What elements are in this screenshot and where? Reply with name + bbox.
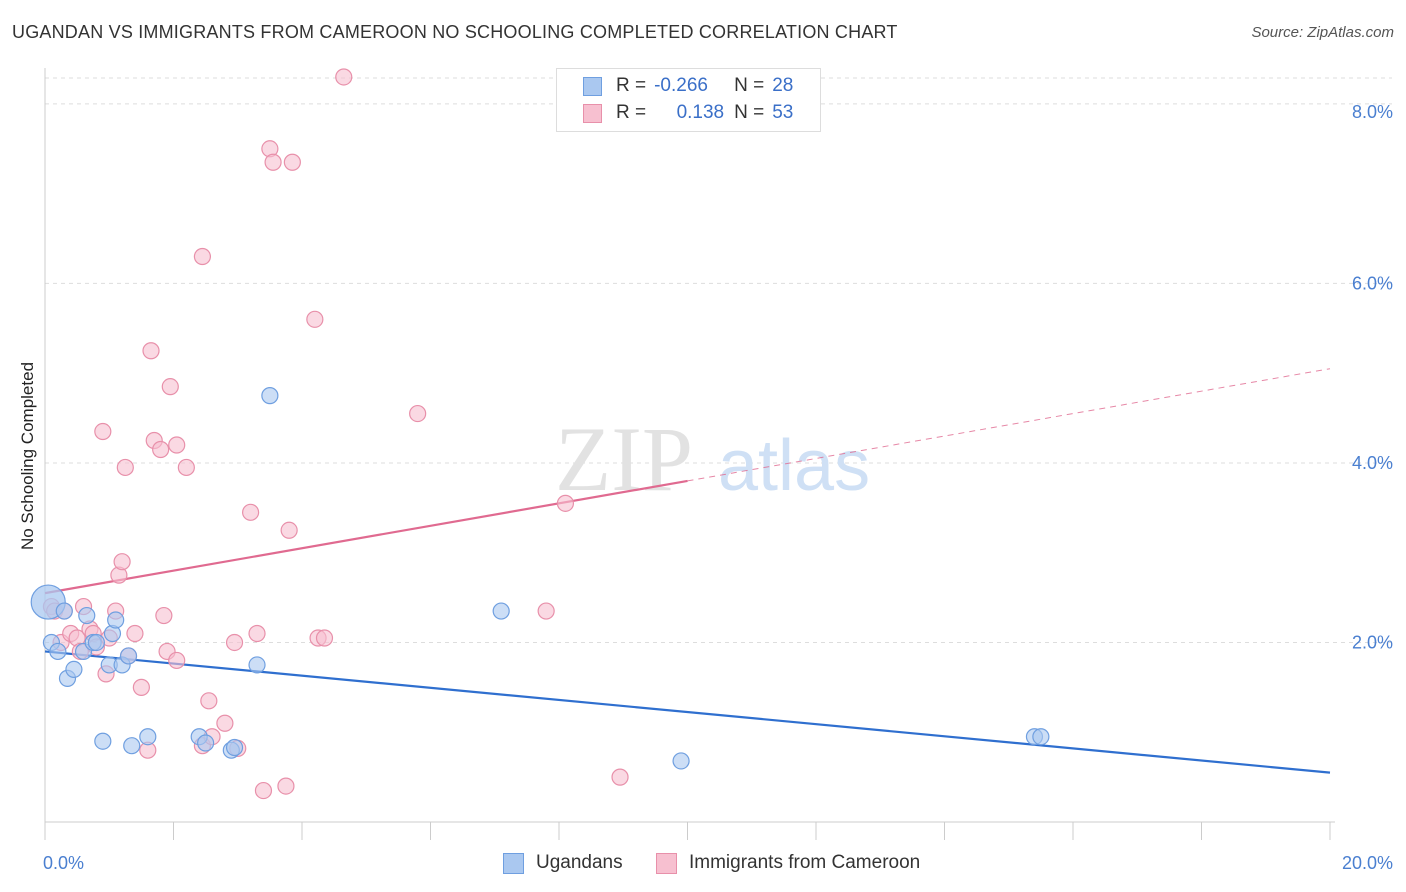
point-cameroon — [177, 458, 195, 477]
x-tick-label: 0.0% — [43, 853, 84, 873]
watermark-zip: ZIP — [555, 408, 693, 510]
point-cameroon — [225, 633, 244, 652]
point-cameroon — [611, 768, 629, 786]
bottom-legend-cameroon[interactable]: Immigrants from Cameroon — [656, 852, 920, 874]
legend-n-label: N = — [734, 75, 765, 96]
point-ugandans — [139, 728, 157, 746]
y-tick-label: 6.0% — [1352, 273, 1393, 293]
bottom-legend-label-ugandans: Ugandans — [536, 852, 623, 873]
correlation-legend: R = -0.266 N = 28 R = 0.138 N = 53 — [556, 68, 821, 132]
point-cameroon — [335, 68, 353, 86]
point-cameroon — [242, 503, 260, 521]
source-label: Source: ZipAtlas.com — [1251, 24, 1394, 41]
point-ugandans — [55, 602, 73, 620]
legend-r-value: -0.266 — [654, 75, 708, 96]
legend-row-cameroon: R = 0.138 N = 53 — [583, 100, 793, 126]
bottom-legend-swatch-ugandans — [503, 852, 524, 874]
point-cameroon — [132, 678, 150, 696]
point-cameroon — [537, 602, 555, 620]
point-ugandans — [87, 633, 106, 652]
point-cameroon — [409, 404, 427, 423]
point-ugandans — [225, 738, 244, 757]
point-cameroon — [216, 714, 234, 732]
point-ugandans — [1032, 728, 1050, 746]
bottom-legend-label-cameroon: Immigrants from Cameroon — [689, 852, 921, 873]
point-cameroon — [161, 378, 179, 396]
point-cameroon — [200, 692, 218, 710]
legend-n-value: 53 — [772, 102, 794, 123]
point-ugandans — [78, 606, 96, 625]
point-cameroon — [113, 553, 131, 571]
point-cameroon — [277, 777, 295, 795]
point-cameroon — [283, 153, 301, 171]
point-cameroon — [264, 153, 282, 171]
legend-swatch-cameroon — [583, 103, 602, 123]
point-cameroon — [126, 624, 144, 643]
y-tick-label: 2.0% — [1352, 632, 1393, 652]
legend-r-label: R = — [616, 102, 647, 123]
legend-r-label: R = — [616, 75, 647, 96]
point-cameroon — [168, 651, 186, 670]
legend-n-value: 28 — [772, 75, 794, 96]
points-layer — [30, 68, 1050, 800]
point-ugandans — [248, 656, 266, 674]
point-cameroon — [556, 494, 575, 512]
point-ugandans — [94, 732, 112, 750]
point-cameroon — [168, 436, 186, 454]
point-cameroon — [306, 310, 324, 328]
point-cameroon — [248, 624, 266, 643]
point-cameroon — [116, 458, 134, 477]
bottom-legend-ugandans[interactable]: Ugandans — [503, 852, 623, 874]
point-ugandans — [119, 647, 138, 665]
point-cameroon — [155, 606, 173, 625]
trend-line-cameroon — [44, 479, 688, 595]
point-cameroon — [280, 521, 298, 539]
legend-n-label: N = — [734, 102, 765, 123]
chart-title: UGANDAN VS IMMIGRANTS FROM CAMEROON NO S… — [12, 22, 898, 42]
watermark-atlas: atlas — [718, 426, 870, 506]
point-ugandans — [672, 752, 690, 770]
point-cameroon — [254, 781, 273, 800]
point-cameroon — [152, 440, 170, 459]
point-ugandans — [261, 387, 279, 405]
x-tick-label: 20.0% — [1342, 853, 1393, 873]
legend-row-ugandans: R = -0.266 N = 28 — [583, 73, 793, 99]
bottom-legend-swatch-cameroon — [656, 852, 677, 874]
axis-layer: 2.0% 4.0% 6.0% 8.0% 0.0% 20.0% — [43, 68, 1393, 873]
point-cameroon — [315, 629, 334, 647]
point-ugandans — [65, 660, 83, 679]
legend-swatch-ugandans — [583, 76, 602, 96]
point-ugandans — [197, 734, 215, 752]
y-tick-label: 8.0% — [1352, 102, 1393, 122]
point-ugandans — [49, 642, 67, 661]
legend-r-value: 0.138 — [676, 102, 725, 123]
y-tick-label: 4.0% — [1352, 453, 1393, 473]
point-ugandans — [492, 602, 510, 620]
point-cameroon — [94, 422, 112, 441]
point-cameroon — [193, 247, 212, 266]
point-ugandans — [123, 737, 141, 755]
point-cameroon — [142, 342, 160, 360]
point-ugandans — [107, 611, 125, 629]
trend-line-cameroon-extension — [687, 368, 1331, 482]
